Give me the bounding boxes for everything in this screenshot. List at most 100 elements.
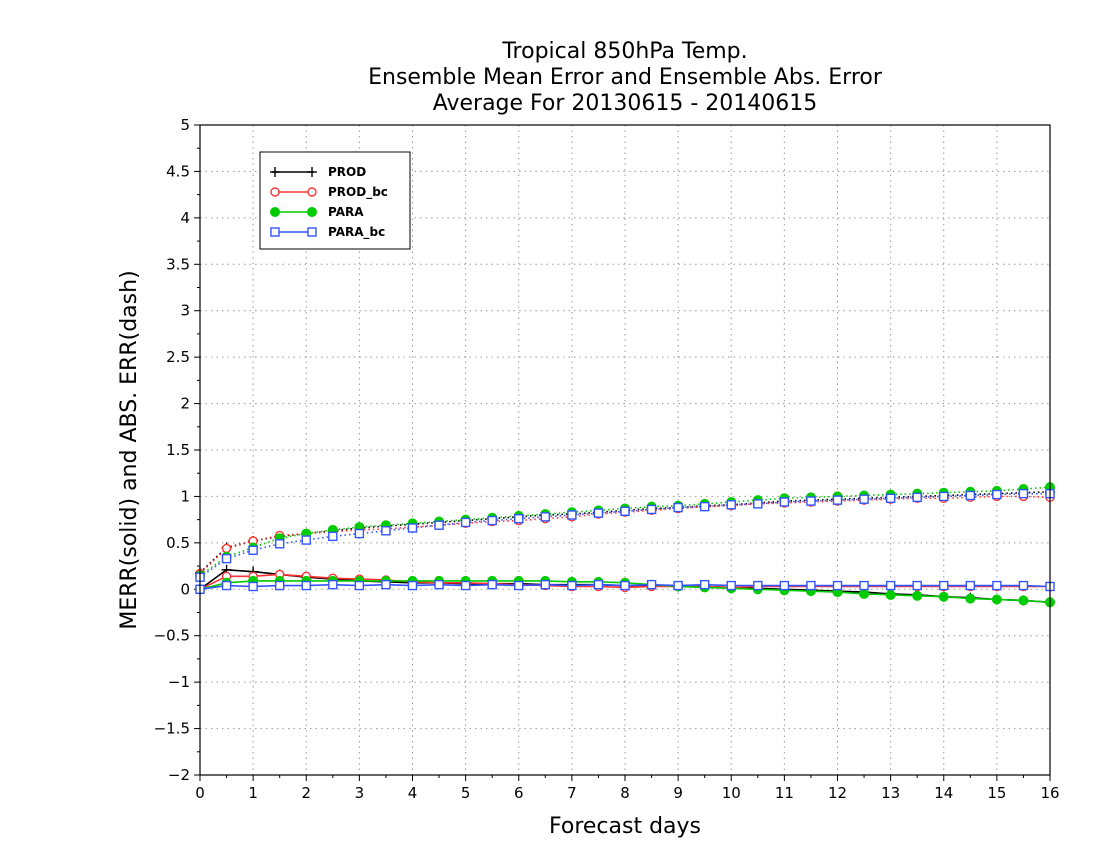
- series-para-bc-merr-point: [620, 580, 630, 591]
- series-para-bc-abs-err-point: [593, 508, 604, 518]
- grid-lines: [200, 125, 1050, 775]
- series-para-bc-abs-err-point: [992, 489, 1002, 500]
- series-para-bc-abs-err-point: [407, 523, 418, 533]
- x-tick-label: 13: [881, 784, 900, 802]
- legend-item-para-bc: PARA_bc: [270, 225, 385, 240]
- series-para-bc-abs-err-point: [965, 490, 976, 501]
- x-tick-label: 12: [828, 784, 847, 802]
- legend-item-prod: PROD: [270, 165, 366, 179]
- y-tick-label: −1: [168, 673, 190, 691]
- series-para-bc-abs-err-point: [726, 500, 736, 510]
- series-para-bc-merr-point: [248, 581, 258, 592]
- axes: 0 1 2 3 4 5 6 7 8 9 10 11 12 13 14 15 1654.543.532.521.5…: [154, 116, 1060, 802]
- series-para-bc-abs-err-point: [806, 496, 816, 506]
- x-tick-label: 15: [987, 784, 1006, 802]
- series-para-bc-merr-point: [593, 579, 604, 590]
- legend-marker-left-prod: [270, 167, 280, 177]
- series-para-bc-abs-err-point: [885, 493, 896, 503]
- x-tick-label: 1: [248, 784, 258, 802]
- legend-marker-left-para: [270, 207, 280, 217]
- series-para-merr-point: [991, 594, 1002, 605]
- series-para-bc-merr-point: [859, 580, 869, 591]
- y-tick-label: −0.5: [154, 627, 190, 645]
- series-para-bc-abs-err-point: [540, 512, 551, 522]
- series-para-bc-merr-point: [328, 579, 338, 590]
- y-tick-label: 2.5: [166, 348, 190, 366]
- series-para-bc-merr-point: [753, 580, 763, 591]
- series-para-merr-point: [938, 591, 949, 602]
- y-tick-label: 3.5: [166, 255, 190, 273]
- series-para-bc-abs-err-point: [939, 491, 949, 502]
- x-tick-label: 8: [620, 784, 630, 802]
- series-para-bc-abs-err-point: [620, 506, 630, 516]
- series-para-bc-abs-err-point: [912, 492, 922, 503]
- y-tick-label: 2: [180, 395, 190, 413]
- series-para-bc-abs-err-point: [434, 520, 444, 530]
- x-axis-label: Forecast days: [549, 814, 701, 839]
- series-para-bc-abs-err-point: [699, 501, 710, 512]
- x-tick-label: 2: [301, 784, 311, 802]
- legend-label-prod: PROD: [328, 165, 366, 179]
- y-tick-label: 4.5: [166, 162, 190, 180]
- plot-frame: [199, 124, 1051, 776]
- y-tick-label: 3: [180, 302, 190, 320]
- series-para-bc-abs-err-point: [673, 502, 683, 513]
- series-para-bc-abs-err-point: [567, 510, 577, 520]
- title-line-3: Average For 20130615 - 20140615: [433, 91, 818, 116]
- series-para-bc-merr-point: [274, 580, 285, 591]
- y-tick-label: 1.5: [166, 441, 190, 459]
- series-para-bc-abs-err-point: [832, 495, 843, 505]
- series-para-bc-merr-point: [540, 579, 551, 590]
- y-tick-label: 0: [180, 580, 190, 598]
- legend-marker-right-prod-bc: [307, 187, 317, 197]
- x-tick-label: 7: [567, 784, 577, 802]
- series-para-bc-abs-err-point: [354, 528, 365, 539]
- y-tick-label: 0.5: [166, 534, 190, 552]
- legend-marker-left-para-bc: [270, 227, 280, 237]
- series-para-bc-abs-err-point: [646, 504, 657, 515]
- series-para-bc-abs-err-point: [1018, 488, 1029, 499]
- legend-box: [259, 151, 411, 250]
- series-para-bc-merr-point: [699, 579, 710, 590]
- series-para-bc-merr-point: [434, 579, 444, 590]
- series-para-bc-abs-err-point: [328, 531, 338, 542]
- y-tick-label: −2: [168, 766, 190, 784]
- series-para-bc-abs-err-point: [487, 515, 497, 526]
- series-para-merr-point: [1018, 595, 1029, 606]
- x-tick-label: 6: [514, 784, 524, 802]
- series-para-bc-merr-point: [779, 580, 790, 591]
- series-para-bc-merr-point: [726, 580, 736, 591]
- series-para-bc-abs-err-point: [381, 526, 391, 536]
- series-para-bc-merr-point: [885, 580, 896, 591]
- series-para-bc-abs-err-point: [859, 494, 869, 504]
- series-para-merr-point: [965, 593, 976, 604]
- series-para-bc-merr-point: [1018, 580, 1029, 591]
- series-para-bc-merr-point: [354, 580, 365, 591]
- x-tick-label: 16: [1040, 784, 1059, 802]
- legend-item-para: PARA: [270, 205, 364, 219]
- y-tick-label: 4: [180, 209, 190, 227]
- title-line-1: Tropical 850hPa Temp.: [501, 39, 747, 64]
- legend-marker-left-prod-bc: [270, 187, 280, 197]
- series-para-merr-point: [912, 590, 923, 601]
- series-para-bc-abs-err-point: [514, 514, 524, 524]
- y-tick-label: −1.5: [154, 720, 190, 738]
- series-para-merr-point: [859, 588, 870, 599]
- series-para-bc-merr-point: [567, 580, 577, 591]
- x-tick-label: 9: [673, 784, 683, 802]
- series-para-bc-merr-point: [460, 580, 471, 591]
- legend-marker-right-prod: [307, 167, 317, 177]
- title-line-2: Ensemble Mean Error and Ensemble Abs. Er…: [368, 65, 883, 90]
- series-prod-bc-abs-err-point: [221, 543, 232, 554]
- x-tick-label: 0: [195, 784, 205, 802]
- legend-label-para: PARA: [328, 205, 364, 219]
- series-para-bc-merr-point: [832, 580, 843, 591]
- series-para-bc-merr-point: [646, 579, 657, 590]
- legend-marker-right-para: [307, 207, 317, 217]
- series-para-bc-merr-point: [992, 580, 1002, 591]
- y-axis-label: MERR(solid) and ABS. ERR(dash): [117, 270, 142, 629]
- series-para-bc-merr-point: [487, 579, 497, 590]
- chart-title: Tropical 850hPa Temp. Ensemble Mean Erro…: [368, 39, 883, 116]
